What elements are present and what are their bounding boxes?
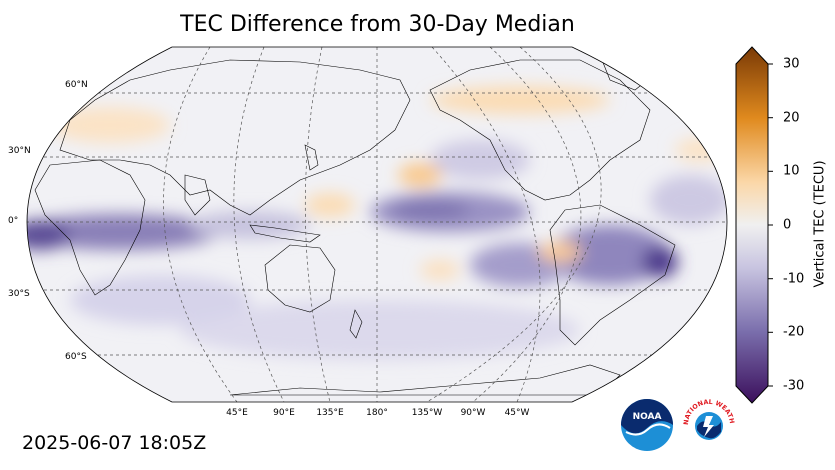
neg-anomaly-africa [27, 214, 220, 250]
lon-label-135w: 135°W [411, 408, 443, 418]
colorbar-ticks [768, 63, 773, 387]
lon-line-90e [233, 47, 285, 402]
lat-label-30n: 30°N [8, 146, 31, 156]
neg-anomaly-southwest [70, 275, 250, 325]
noaa-logo-text: NOAA [633, 412, 662, 422]
cb-tick-label-30: 30 [783, 56, 800, 72]
neg-anomaly-pacific-core [390, 200, 470, 220]
lon-line-45w [431, 47, 541, 402]
lon-label-90w: 90°W [460, 408, 486, 418]
pos-anomaly-north-america [430, 86, 610, 114]
cb-tick-label-0: 0 [783, 217, 792, 233]
coast-eurasia [59, 59, 411, 216]
lon-line-90w [472, 47, 582, 402]
coast-india [184, 174, 211, 216]
neg-anomaly-atlantic [650, 175, 727, 225]
coast-north-america [429, 59, 651, 201]
lon-label-180: 180° [366, 408, 388, 418]
pos-anomaly-europe [50, 107, 170, 143]
coastlines [34, 51, 676, 396]
coast-africa [34, 159, 146, 296]
pos-anomaly-north-pacific [398, 163, 442, 187]
neg-anomaly-south [180, 300, 580, 360]
neg-anomaly-brazil-core [642, 246, 678, 278]
cb-tick-label-neg20: -20 [783, 324, 805, 340]
neg-anomaly-west-edge [27, 220, 70, 250]
anomaly-field [27, 86, 727, 360]
cb-tick-label-20: 20 [783, 110, 800, 126]
colorbar-label: Vertical TEC (TECU) [812, 160, 828, 288]
lon-line-135w [426, 47, 602, 402]
lat-label-30s: 30°S [8, 289, 30, 299]
cb-tick-label-10: 10 [783, 163, 800, 179]
graticule [27, 47, 727, 402]
timestamp: 2025-06-07 18:05Z [22, 432, 207, 454]
coast-indonesia [249, 224, 321, 243]
nws-logo: NATIONAL WEATHER SERVICE [680, 396, 736, 452]
noaa-logo: NOAA [621, 399, 673, 451]
neg-anomaly-south-america [550, 225, 670, 285]
lat-label-60s: 60°S [65, 352, 87, 362]
map-plot-area [27, 47, 727, 402]
coast-australia [264, 244, 336, 313]
coast-new-zealand [349, 309, 363, 339]
lon-label-45e: 45°E [226, 408, 248, 418]
colorbar-body [735, 46, 769, 404]
lon-label-45w: 45°W [504, 408, 530, 418]
neg-anomaly-pacific-north [430, 140, 530, 180]
lat-label-60n: 60°N [65, 80, 88, 90]
lat-label-0: 0° [8, 216, 19, 226]
colorbar [735, 46, 773, 404]
coast-japan [304, 144, 319, 171]
globe-outline [26, 46, 728, 403]
pos-anomaly-south-pacific [420, 260, 460, 280]
lon-label-90e: 90°E [273, 408, 295, 418]
cb-tick-label-neg10: -10 [783, 271, 805, 287]
pos-anomaly-peru [538, 242, 582, 262]
pos-anomaly-west-pacific [305, 193, 355, 217]
cb-tick-label-neg30: -30 [783, 378, 805, 394]
map-title: TEC Difference from 30-Day Median [180, 12, 575, 37]
coast-south-america [549, 204, 676, 346]
lon-label-135e: 135°E [316, 408, 344, 418]
